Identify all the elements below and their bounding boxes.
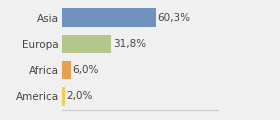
Bar bbox=[62, 35, 111, 53]
Text: 60,3%: 60,3% bbox=[158, 13, 191, 23]
Bar bbox=[62, 87, 65, 106]
Text: 31,8%: 31,8% bbox=[113, 39, 146, 49]
Bar bbox=[62, 61, 71, 79]
Bar bbox=[62, 8, 156, 27]
Text: 6,0%: 6,0% bbox=[73, 65, 99, 75]
Text: 2,0%: 2,0% bbox=[66, 91, 93, 101]
